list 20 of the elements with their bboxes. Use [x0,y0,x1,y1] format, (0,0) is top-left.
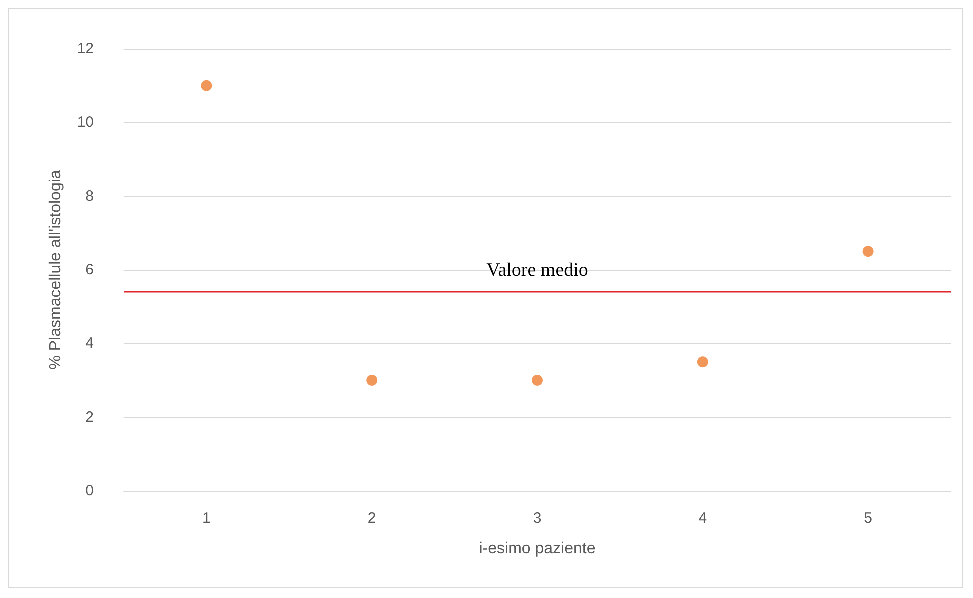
x-tick-label: 4 [698,510,708,527]
ref-line-label: Valore medio [486,260,588,282]
y-tick-label: 12 [77,40,94,58]
y-axis-title: % Plasmacellule all'istologia [48,170,64,370]
point [697,356,708,368]
y-tick-label: 10 [77,114,94,132]
x-tick-label: 5 [864,510,872,527]
y-tick-label: 8 [86,188,94,205]
y-tick-label: 0 [86,482,94,500]
y-tick-label: 6 [86,262,94,278]
x-tick-label: 3 [533,510,542,527]
x-tick-label: 1 [202,510,211,527]
point [862,246,874,258]
y-tick-label: 2 [86,408,94,426]
x-axis-title: i-esimo paziente [479,540,596,558]
point [366,375,378,386]
point [201,80,212,92]
y-tick-label: 4 [86,335,94,352]
x-tick-label: 2 [368,510,376,527]
point [532,375,543,386]
